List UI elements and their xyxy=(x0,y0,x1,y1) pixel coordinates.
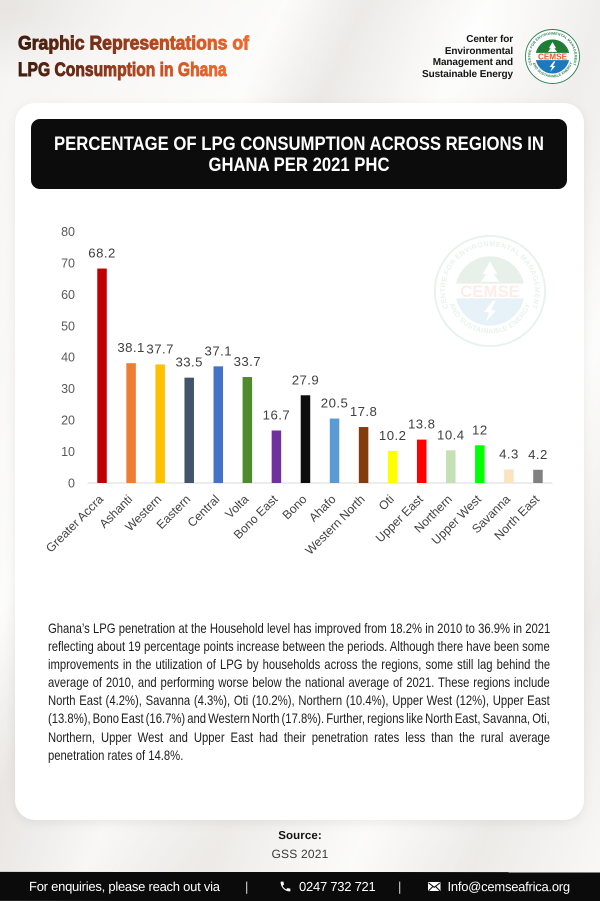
svg-text:70: 70 xyxy=(61,256,75,270)
svg-text:68.2: 68.2 xyxy=(88,246,115,261)
svg-text:Bono: Bono xyxy=(280,492,310,522)
svg-text:Central: Central xyxy=(185,492,223,530)
svg-text:30: 30 xyxy=(61,382,75,396)
svg-text:37.7: 37.7 xyxy=(146,341,173,356)
svg-text:33.7: 33.7 xyxy=(234,354,261,369)
svg-text:33.5: 33.5 xyxy=(175,355,202,370)
svg-text:40: 40 xyxy=(61,351,75,365)
svg-text:Graphic Representations of: Graphic Representations of xyxy=(18,33,249,55)
svg-text:13.8: 13.8 xyxy=(408,417,435,432)
svg-text:GHANA PER 2021 PHC: GHANA PER 2021 PHC xyxy=(209,155,390,176)
svg-text:0: 0 xyxy=(68,477,75,491)
svg-text:10.2: 10.2 xyxy=(379,428,406,443)
svg-text:60: 60 xyxy=(61,288,75,302)
svg-text:4.2: 4.2 xyxy=(528,447,548,462)
svg-text:27.9: 27.9 xyxy=(292,372,319,387)
svg-text:PERCENTAGE OF LPG CONSUMPTION: PERCENTAGE OF LPG CONSUMPTION ACROSS REG… xyxy=(54,134,544,155)
svg-text:80: 80 xyxy=(61,225,75,239)
svg-text:20.5: 20.5 xyxy=(321,396,348,411)
svg-text:12: 12 xyxy=(472,422,488,437)
svg-text:Oti: Oti xyxy=(376,492,397,513)
svg-text:4.3: 4.3 xyxy=(499,446,519,461)
svg-text:50: 50 xyxy=(61,319,75,333)
svg-text:16.7: 16.7 xyxy=(263,407,290,422)
svg-text:10.4: 10.4 xyxy=(437,427,464,442)
svg-text:37.1: 37.1 xyxy=(205,343,232,358)
svg-text:LPG Consumption in Ghana: LPG Consumption in Ghana xyxy=(18,59,227,81)
svg-text:Greater Accra: Greater Accra xyxy=(43,492,106,555)
svg-text:20: 20 xyxy=(61,414,75,428)
svg-text:CEMSE: CEMSE xyxy=(538,52,568,61)
svg-text:10: 10 xyxy=(61,445,75,459)
svg-text:17.8: 17.8 xyxy=(350,404,377,419)
svg-text:38.1: 38.1 xyxy=(117,340,144,355)
